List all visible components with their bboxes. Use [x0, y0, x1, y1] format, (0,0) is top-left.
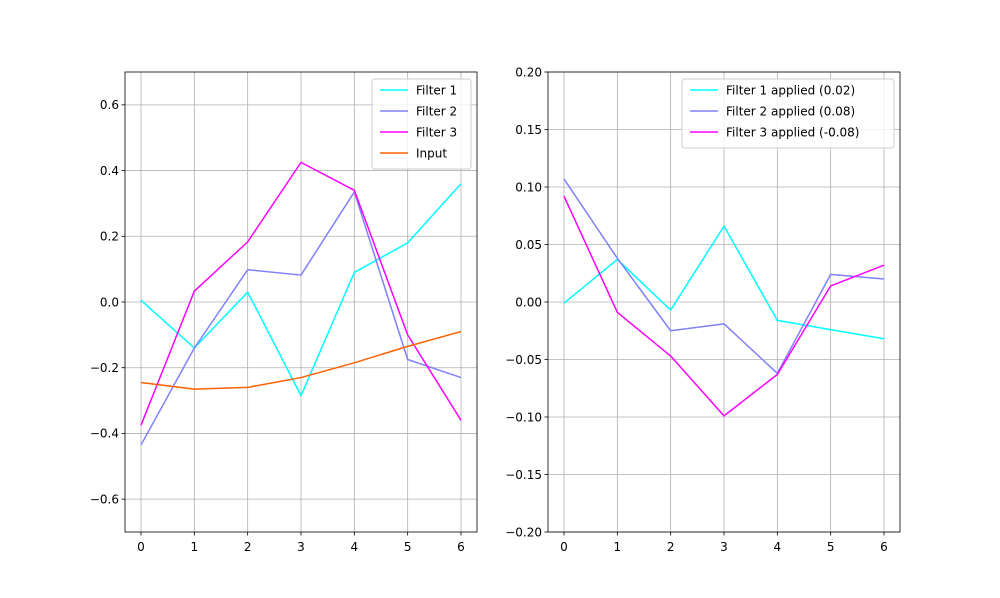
y-tick-label: −0.10 [505, 410, 542, 424]
y-tick-label: 0.20 [515, 65, 542, 79]
legend-label: Input [416, 147, 447, 161]
legend: Filter 1 Filter 2 Filter 3 Input [371, 78, 472, 170]
legend: Filter 1 applied (0.02) Filter 2 applied … [681, 78, 895, 149]
y-tick-label: 0.2 [100, 230, 119, 244]
x-tick-label: 6 [880, 540, 888, 554]
y-tick-label: 0.15 [515, 123, 542, 137]
y-tick-label: 0.00 [515, 295, 542, 309]
series-line-3 [563, 195, 885, 417]
legend-label: Filter 1 [416, 84, 457, 98]
series-line-4 [140, 330, 462, 390]
legend-box [681, 78, 895, 149]
x-tick-label: 4 [351, 540, 359, 554]
x-tick-label: 3 [297, 540, 305, 554]
y-tick-label: 0.0 [100, 295, 119, 309]
x-tick-label: 2 [667, 540, 675, 554]
x-tick-label: 1 [614, 540, 622, 554]
y-tick-label: 0.6 [100, 98, 119, 112]
y-tick-label: −0.2 [90, 361, 119, 375]
x-tick-label: 5 [404, 540, 412, 554]
x-tick-label: 6 [457, 540, 465, 554]
x-tick-label: 2 [244, 540, 252, 554]
x-tick-label: 0 [560, 540, 568, 554]
x-tick-label: 5 [827, 540, 835, 554]
x-tick-label: 0 [137, 540, 145, 554]
legend-label: Filter 1 applied (0.02) [726, 84, 855, 98]
series-line-2 [140, 191, 462, 446]
series-line-2 [563, 178, 885, 375]
series-line-3 [140, 161, 462, 426]
y-tick-label: −0.05 [505, 353, 542, 367]
x-tick-label: 4 [774, 540, 782, 554]
legend-box [371, 78, 472, 170]
legend-label: Filter 2 applied (0.08) [726, 105, 855, 119]
legend-label: Filter 2 [416, 105, 457, 119]
x-tick-label: 3 [720, 540, 728, 554]
y-tick-label: 0.10 [515, 180, 542, 194]
right-plot: 0 1 2 3 4 5 6 0.20 0.15 0.10 0.05 0.00 −0.05 −0.10 −0.… [505, 65, 901, 554]
y-tick-label: 0.4 [100, 164, 119, 178]
y-tick-label: −0.15 [505, 468, 542, 482]
legend-label: Filter 3 [416, 126, 457, 140]
y-tick-label: 0.05 [515, 238, 542, 252]
legend-label: Filter 3 applied (-0.08) [726, 126, 859, 140]
y-tick-label: −0.4 [90, 427, 119, 441]
x-tick-label: 1 [191, 540, 199, 554]
y-tick-label: −0.20 [505, 525, 542, 539]
y-tick-label: −0.6 [90, 492, 119, 506]
